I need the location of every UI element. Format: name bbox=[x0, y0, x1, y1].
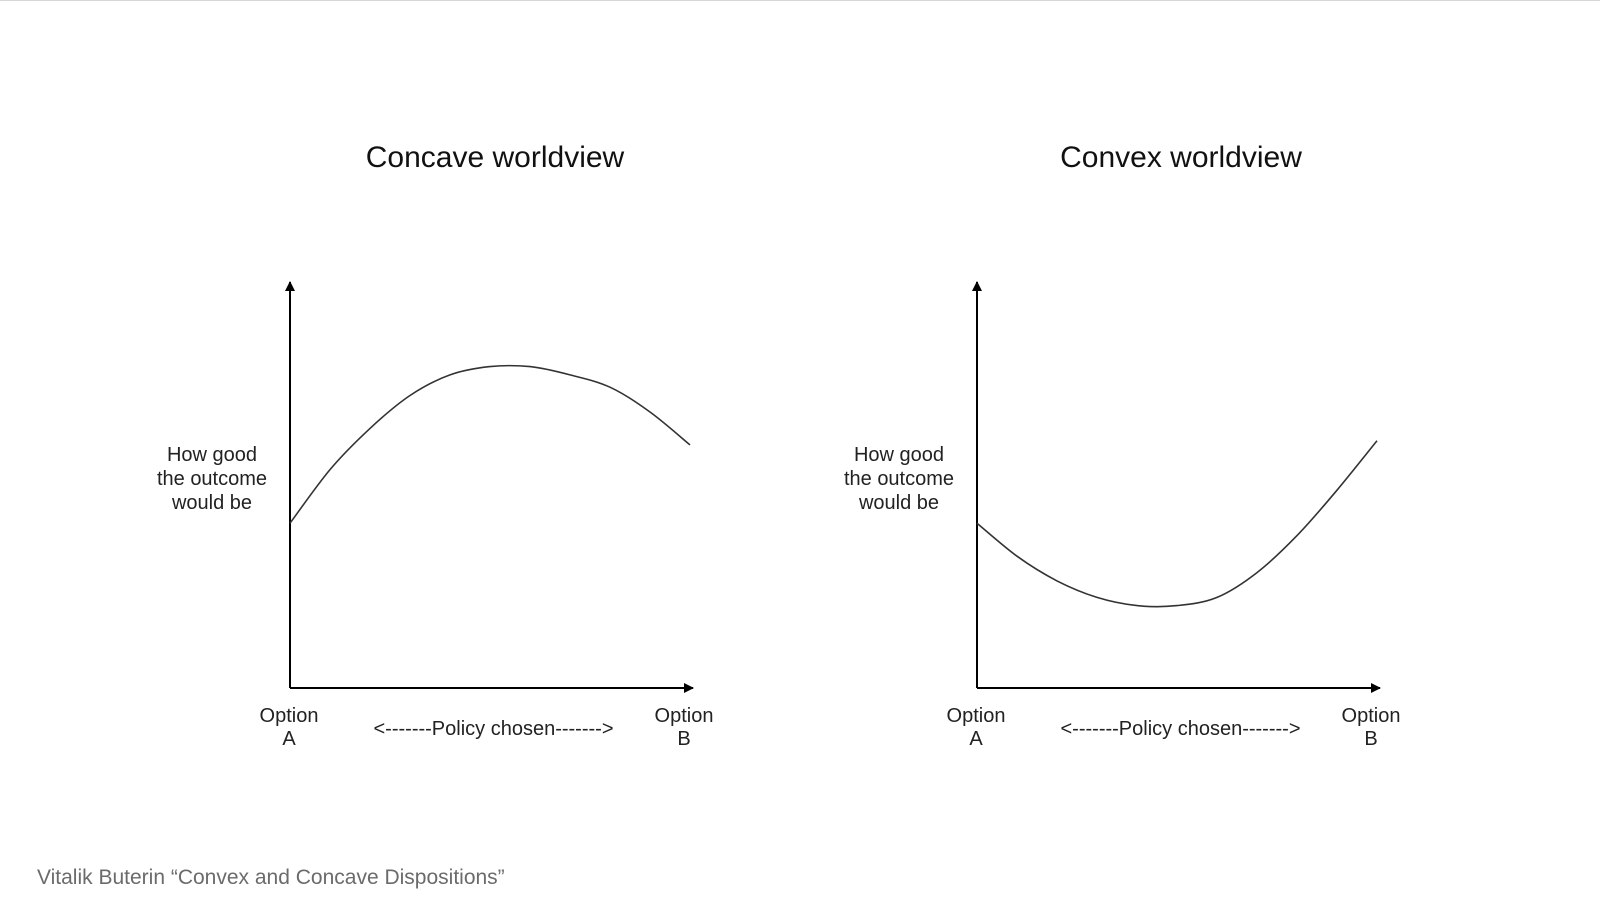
concave-chart-title: Concave worldview bbox=[366, 141, 625, 174]
convex-chart-x-start-label: Option A bbox=[947, 705, 1006, 750]
convex-chart-y-label: How good the outcome would be bbox=[844, 444, 954, 514]
concave-chart-x-start-label-line: A bbox=[282, 728, 296, 750]
concave-chart-x-end-label-line: B bbox=[677, 728, 690, 750]
convex-chart-x-end-label: Option B bbox=[1342, 705, 1401, 750]
concave-chart-curve bbox=[289, 364, 691, 524]
concave-chart-x-end-label: Option B bbox=[655, 705, 714, 750]
convex-chart-y-label-line: How good bbox=[854, 444, 944, 466]
concave-chart-x-start-label: Option A bbox=[260, 705, 319, 750]
convex-chart-y-label-line: the outcome bbox=[844, 468, 954, 490]
convex-chart-x-label: <-------Policy chosen-------> bbox=[1061, 718, 1301, 740]
concave-chart-x-end-label-line: Option bbox=[655, 705, 714, 727]
top-rule bbox=[0, 0, 1600, 1]
concave-chart: Concave worldview How good the outcome woul… bbox=[157, 141, 714, 750]
concave-chart-y-label-line: How good bbox=[167, 444, 257, 466]
convex-chart-curve bbox=[976, 440, 1378, 608]
concave-chart-y-label-line: the outcome bbox=[157, 468, 267, 490]
convex-chart-x-end-label-line: B bbox=[1364, 728, 1377, 750]
concave-chart-x-start-label-line: Option bbox=[260, 705, 319, 727]
convex-chart-x-start-label-line: A bbox=[969, 728, 983, 750]
convex-chart-title: Convex worldview bbox=[1060, 141, 1302, 174]
concave-chart-y-label-line: would be bbox=[171, 492, 252, 514]
source-caption: Vitalik Buterin “Convex and Concave Disp… bbox=[37, 866, 505, 889]
convex-chart: Convex worldview How good the outcome would… bbox=[844, 141, 1401, 750]
concave-chart-x-label: <-------Policy chosen-------> bbox=[374, 718, 614, 740]
convex-chart-y-label-line: would be bbox=[858, 492, 939, 514]
convex-chart-x-start-label-line: Option bbox=[947, 705, 1006, 727]
concave-chart-y-label: How good the outcome would be bbox=[157, 444, 267, 514]
convex-chart-x-end-label-line: Option bbox=[1342, 705, 1401, 727]
